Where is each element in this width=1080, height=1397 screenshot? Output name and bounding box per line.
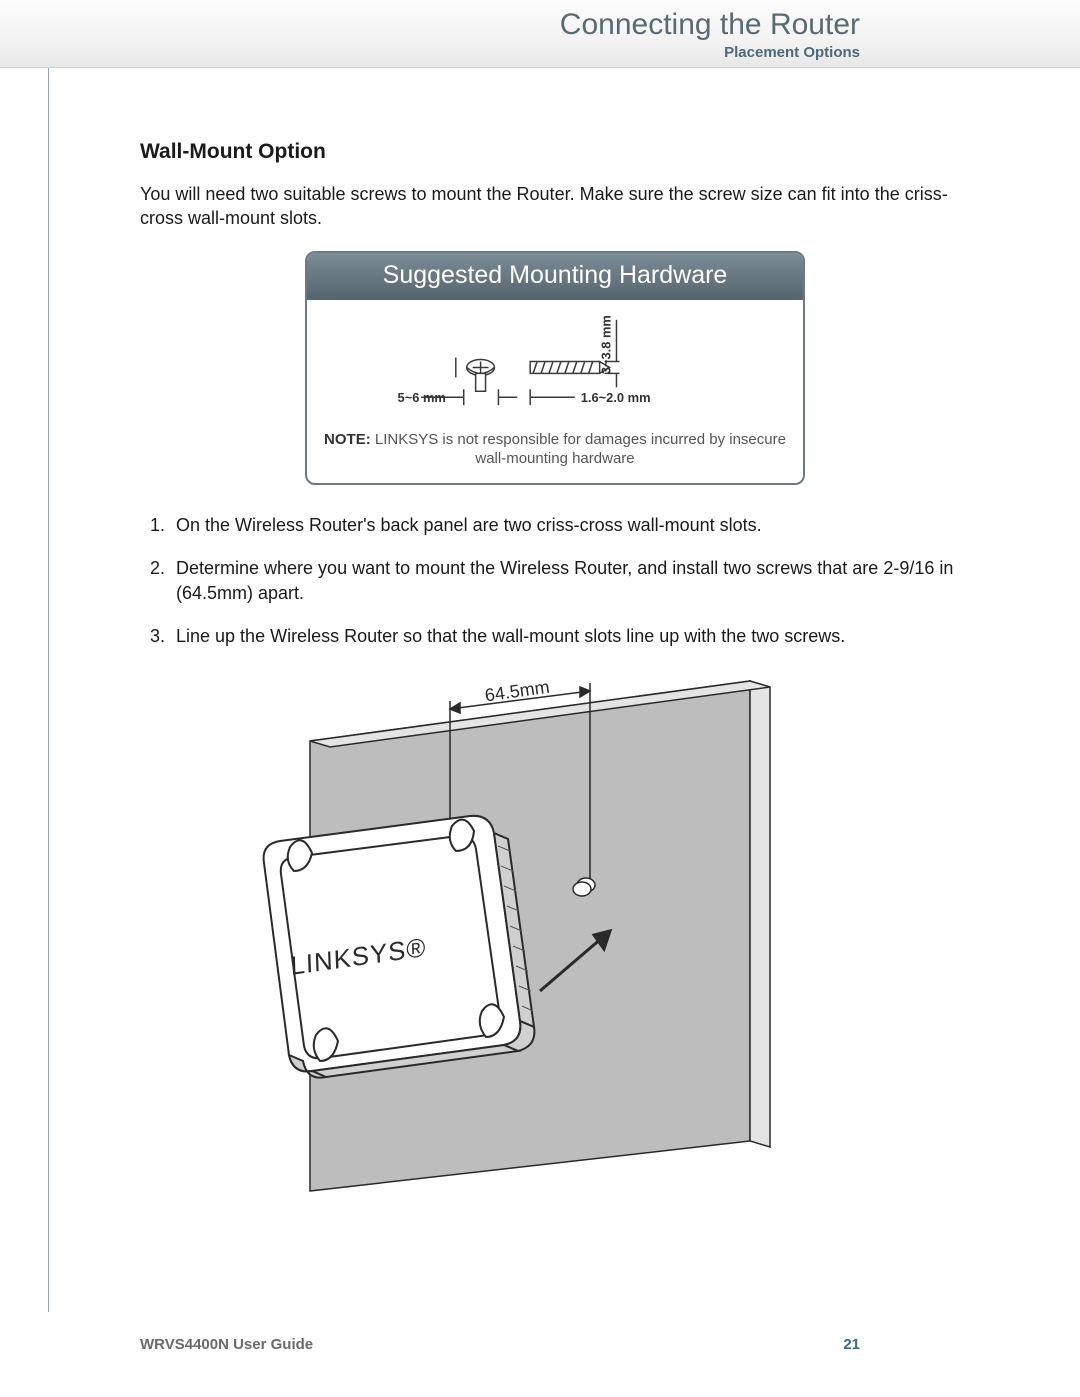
intro-paragraph: You will need two suitable screws to mou…: [140, 182, 970, 231]
dim-right-text: 1.6~2.0 mm: [581, 390, 651, 405]
hardware-note: NOTE: LINKSYS is not responsible for dam…: [307, 430, 803, 483]
hardware-note-prefix: NOTE:: [324, 431, 371, 448]
dim-left-text: 5~6 mm: [398, 390, 446, 405]
footer-guide-title: WRVS4400N User Guide: [140, 1336, 313, 1353]
left-margin-rule: [48, 68, 49, 1312]
router-wall-figure: 64.5mm: [190, 661, 790, 1201]
header-title: Connecting the Router: [560, 8, 860, 42]
step-item: Line up the Wireless Router so that the …: [170, 624, 970, 649]
spacing-label: 64.5mm: [484, 677, 551, 706]
header-bar: Connecting the Router Placement Options: [0, 0, 1080, 68]
header-subtitle: Placement Options: [724, 44, 860, 61]
footer-page-number: 21: [843, 1336, 860, 1353]
steps-list: On the Wireless Router's back panel are …: [140, 513, 970, 650]
step-item: On the Wireless Router's back panel are …: [170, 513, 970, 538]
page-footer: WRVS4400N User Guide 21: [140, 1336, 860, 1353]
section-heading: Wall-Mount Option: [140, 140, 970, 164]
main-content: Wall-Mount Option You will need two suit…: [140, 140, 970, 1201]
hardware-box-header: Suggested Mounting Hardware: [307, 253, 803, 300]
hardware-note-text: LINKSYS is not responsible for damages i…: [375, 431, 786, 468]
hardware-box-title: Suggested Mounting Hardware: [383, 261, 728, 289]
step-item: Determine where you want to mount the Wi…: [170, 556, 970, 606]
hardware-box: Suggested Mounting Hardware: [305, 251, 805, 485]
hardware-diagram: 5~6 mm: [307, 300, 803, 430]
dim-vertical-text: 3~3.8 mm: [599, 315, 614, 374]
